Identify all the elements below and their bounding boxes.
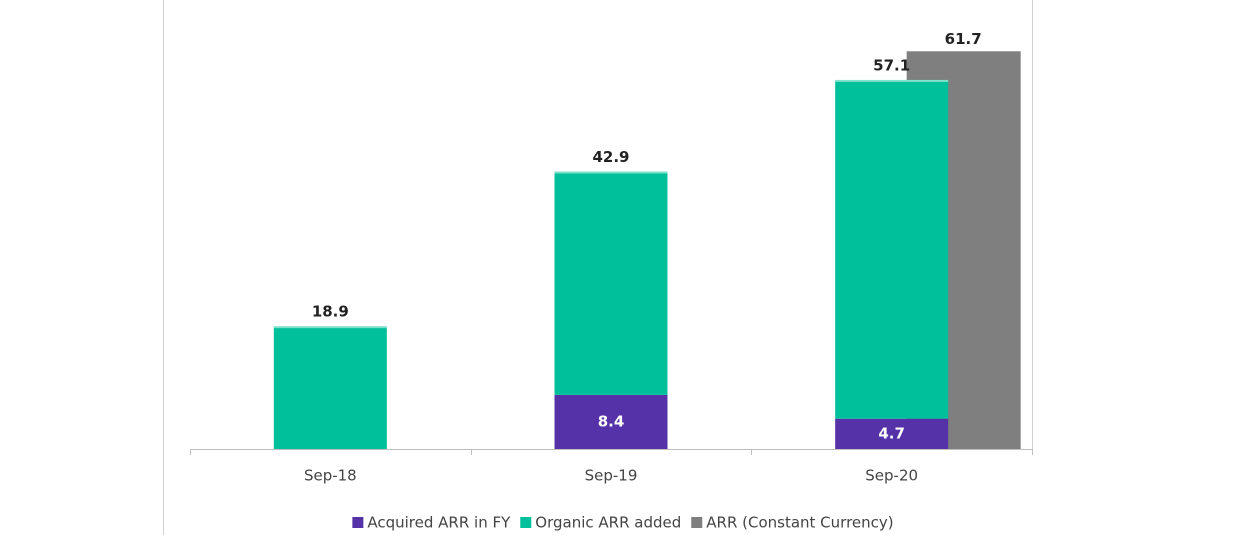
x-tick-label: Sep-18	[304, 467, 357, 485]
bar-segment	[835, 418, 949, 449]
legend-label: Acquired ARR in FY	[367, 514, 511, 532]
total-label: 57.1	[873, 56, 910, 74]
bar-segment	[554, 394, 668, 449]
legend-item: Acquired ARR in FY	[352, 514, 511, 532]
legend-label: Organic ARR added	[535, 514, 681, 532]
bar-cap	[835, 79, 949, 82]
legend: Acquired ARR in FY Organic ARR added ARR (…	[352, 514, 894, 532]
bar-segment	[835, 80, 949, 419]
total-label: 42.9	[592, 148, 629, 166]
x-tick-label: Sep-19	[585, 467, 638, 485]
legend-swatch	[691, 517, 703, 528]
data-label: 61.7	[945, 30, 982, 48]
legend-item: Organic ARR added	[520, 514, 681, 532]
total-label: 18.9	[312, 303, 349, 321]
bar-segment	[273, 327, 387, 449]
data-label: 8.4	[598, 412, 625, 430]
bar-cap	[273, 326, 387, 329]
bar-segment	[554, 172, 668, 395]
legend-item: ARR (Constant Currency)	[691, 514, 894, 532]
bar-cap	[554, 171, 668, 174]
legend-swatch	[352, 517, 364, 528]
plot-area: 61.7 18.9 Sep-18 8.4 42.9 Sep-19 4.7 57.1 Sep-20	[190, 30, 1033, 485]
legend-label: ARR (Constant Currency)	[706, 514, 893, 532]
data-label: 4.7	[878, 424, 905, 442]
x-tick-label: Sep-20	[865, 467, 918, 485]
legend-swatch	[520, 517, 532, 528]
